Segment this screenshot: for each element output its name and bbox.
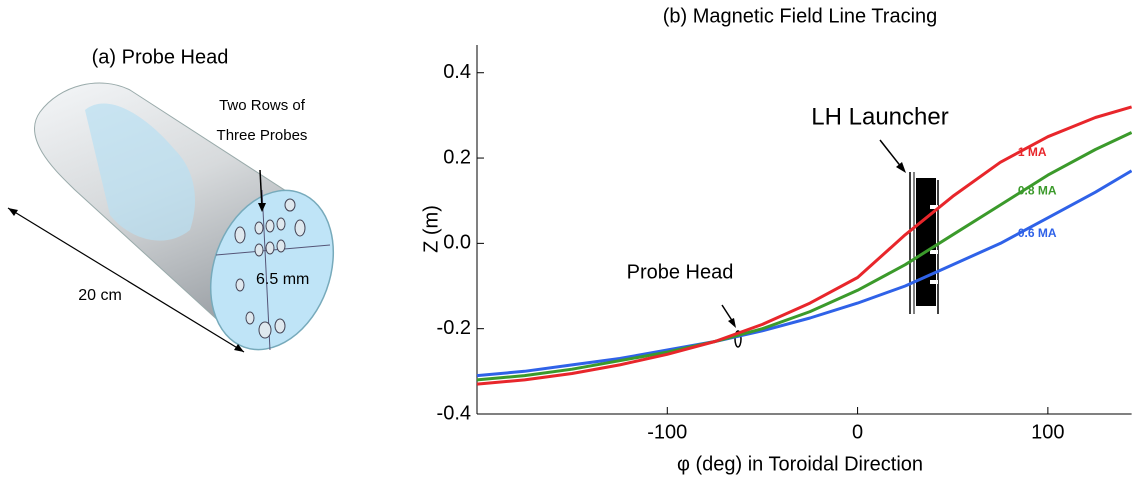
arrow	[879, 139, 903, 169]
probe-marker	[734, 330, 742, 348]
annotation: 6.5 mm	[256, 271, 309, 288]
annotation: LH Launcher	[811, 103, 948, 130]
series-line	[476, 131, 1132, 382]
y-tick-label: -0.2	[437, 317, 471, 339]
y-tick-label: 0.4	[443, 61, 471, 83]
probe-drawing	[7, 82, 335, 353]
y-tick-label: -0.4	[437, 402, 471, 424]
annotation: Three Probes	[217, 127, 308, 144]
panel-title: (a) Probe Head	[92, 46, 229, 68]
series-line	[476, 169, 1132, 378]
arrow	[721, 304, 734, 323]
y-axis-title: Z (m)	[420, 205, 442, 253]
legend-label: 0.8 MA	[1018, 183, 1057, 197]
annotation: Probe Head	[627, 261, 734, 283]
y-tick-label: 0.2	[443, 146, 471, 168]
x-tick-label: 100	[1031, 421, 1064, 443]
x-axis-title: φ (deg) in Toroidal Direction	[677, 453, 923, 475]
x-tick-label: -100	[647, 421, 687, 443]
y-tick-label: 0.0	[443, 232, 471, 254]
lh-launcher	[909, 172, 939, 314]
arrow-head	[728, 318, 736, 328]
legend-label: 1 MA	[1018, 145, 1047, 159]
annotation: Two Rows of	[219, 97, 306, 114]
series-line	[476, 105, 1132, 386]
arrow-head	[896, 162, 906, 173]
annotation: 20 cm	[78, 287, 122, 304]
chart-title: (b) Magnetic Field Line Tracing	[663, 5, 938, 27]
x-tick-label: 0	[852, 421, 863, 443]
legend-label: 0.6 MA	[1018, 226, 1057, 240]
